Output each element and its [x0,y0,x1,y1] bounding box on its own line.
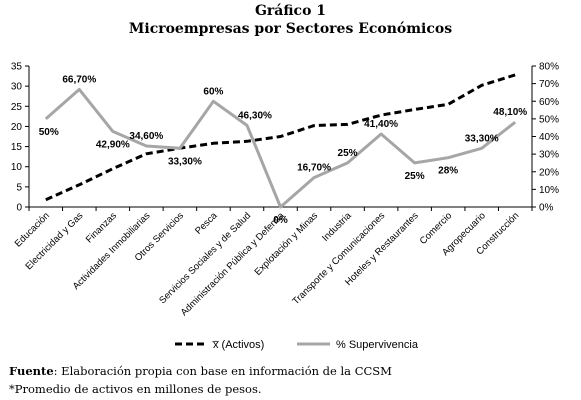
y-right-tick-label: 70% [539,79,559,90]
chart-area: 0 5 10 15 20 25 30 35 0% 10% 20% 30% 40% 50% 60% 70% 80%… [11,62,559,352]
y-left-tick-label: 35 [11,62,23,73]
y-right-tick-label: 50% [539,114,559,125]
y-right-tick-label: 0% [539,203,554,214]
data-label: 25% [338,148,358,159]
y-right-tick-label: 80% [539,62,559,73]
data-label: 28% [438,166,458,177]
data-label: 46,30% [238,110,272,121]
data-label: 50% [39,127,59,138]
y-right-tick-label: 20% [539,167,559,178]
y-left-tick-label: 0 [16,203,22,214]
data-label: 25% [405,171,425,182]
data-label: 42,90% [96,139,130,150]
legend-label-supervivencia: % Supervivencia [336,339,419,351]
series-line-activos [45,73,516,202]
data-label: 34,60% [129,131,163,142]
footnote: *Promedio de activos en millones de peso… [9,382,262,396]
y-right-tick-label: 30% [539,150,559,161]
x-category-label: Pesca [193,210,220,237]
chart-title: Gráfico 1 [254,3,327,19]
chart-subtitle: Microempresas por Sectores Económicos [128,21,453,37]
legend-label-activos: x̅ (Activos) [212,339,265,351]
data-label: 0% [273,215,288,226]
y-right-tick-label: 10% [539,185,559,196]
y-left-tick-label: 5 [16,182,22,193]
y-left-tick-label: 15 [11,142,23,153]
source-label: Fuente [9,364,54,378]
data-label: 60% [203,86,223,97]
y-left-tick-label: 25 [11,102,23,113]
data-label: 66,70% [62,74,96,85]
source-text: : Elaboración propia con base en informa… [53,364,392,378]
y-right-tick-label: 60% [539,97,559,108]
y-right-tick-label: 40% [539,132,559,143]
y-left-tick-label: 30 [11,82,23,93]
data-label: 33,30% [465,133,499,144]
y-left-tick-label: 20 [11,122,23,133]
source-note: Fuente: Elaboración propia con base en i… [9,364,392,378]
data-label: 33,30% [168,156,202,167]
x-category-label: Industria [320,210,354,244]
x-category-label: Electricidad y Gas [24,210,86,272]
data-label: 48,10% [493,107,527,118]
series-line-supervivencia [44,87,517,209]
data-label: 41,40% [364,119,398,130]
y-left-tick-label: 10 [11,162,23,173]
data-label: 16,70% [297,163,331,174]
